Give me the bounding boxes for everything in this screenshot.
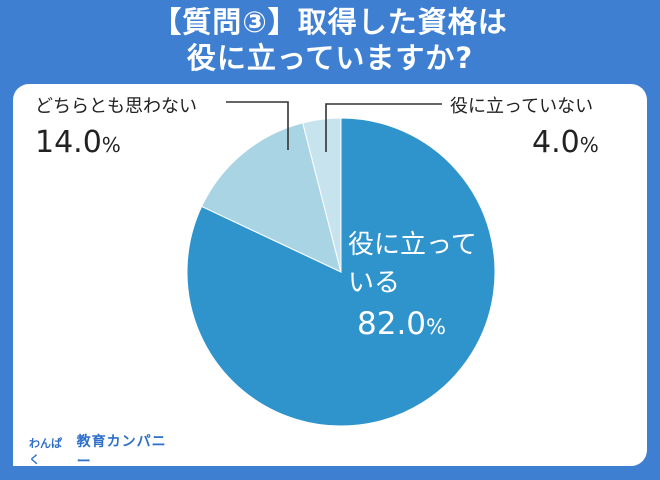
slice-label-useful-line-1: 役に立って <box>348 230 477 260</box>
logo-small-text: わんぱく <box>29 437 62 466</box>
slice-neither <box>200 122 342 273</box>
chart-title: 【質問③】取得した資格は 役に立っていますか? <box>0 4 660 76</box>
slice-value-useful-number: 82.0 <box>357 306 427 342</box>
value-number-not-useful: 4.0 <box>532 125 580 160</box>
slice-value-useful-unit: % <box>426 315 446 339</box>
value-label-not-useful: 4.0% <box>532 126 599 162</box>
legend-label-neither: どちらとも思わない <box>35 96 197 117</box>
title-line-2: 役に立っていますか? <box>186 41 474 75</box>
slice-label-useful: 役に立って いる <box>348 226 477 302</box>
value-label-neither: 14.0% <box>35 126 121 162</box>
slice-label-useful-line-2: いる <box>348 268 401 298</box>
slice-value-useful: 82.0% <box>357 306 446 345</box>
title-line-1: 【質問③】取得した資格は <box>152 5 508 39</box>
logo-main-text: 教育カンパニー <box>76 434 167 470</box>
leader-line-neither <box>226 101 289 150</box>
company-logo: わんぱく 教育カンパニー <box>13 434 176 470</box>
slice-not-useful <box>302 117 342 273</box>
value-number-neither: 14.0 <box>35 125 102 160</box>
leader-line-not-useful <box>325 103 442 152</box>
value-unit-not-useful: % <box>579 133 599 157</box>
value-unit-neither: % <box>101 133 121 157</box>
legend-label-not-useful: 役に立っていない <box>450 96 594 117</box>
